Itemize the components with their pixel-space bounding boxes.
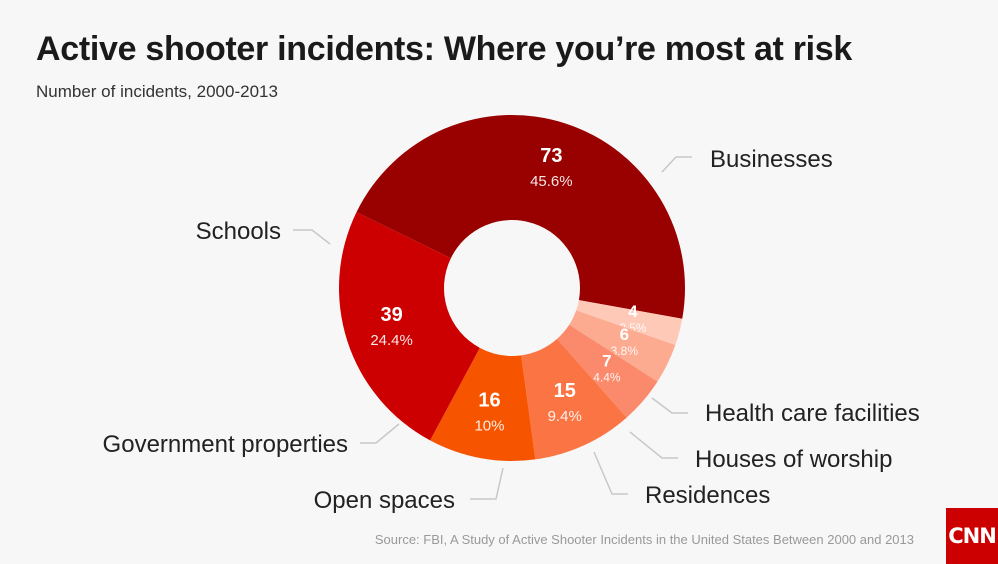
- leader-line-government-properties: [360, 423, 400, 444]
- value-label-government-properties: 16: [478, 389, 500, 411]
- percent-label-businesses: 45.6%: [530, 173, 573, 190]
- cnn-logo: CNN: [946, 508, 998, 564]
- source-note: Source: FBI, A Study of Active Shooter I…: [374, 532, 914, 547]
- value-label-health-care-facilities: 4: [628, 302, 638, 321]
- value-label-houses-of-worship: 6: [620, 325, 629, 344]
- leader-line-houses-of-worship: [629, 431, 678, 459]
- value-label-businesses: 73: [540, 145, 562, 167]
- slice-health-care-facilities: [576, 300, 683, 346]
- slice-government-properties: [430, 347, 536, 461]
- category-label-businesses: Businesses: [710, 146, 833, 173]
- chart-subtitle: Number of incidents, 2000-2013: [36, 82, 278, 101]
- slice-residences: [557, 324, 658, 418]
- value-label-open-spaces: 15: [554, 380, 576, 402]
- chart-title: Active shooter incidents: Where you’re m…: [36, 30, 853, 68]
- value-label-schools: 39: [380, 304, 402, 326]
- category-label-government-properties: Government properties: [103, 431, 348, 458]
- category-label-houses-of-worship: Houses of worship: [695, 446, 892, 473]
- percent-label-houses-of-worship: 3.8%: [611, 344, 639, 358]
- percent-label-government-properties: 10%: [474, 417, 504, 434]
- leader-line-open-spaces: [470, 467, 504, 500]
- leader-line-schools: [293, 229, 331, 245]
- percent-label-open-spaces: 9.4%: [548, 408, 582, 425]
- percent-label-residences: 4.4%: [593, 370, 621, 384]
- slice-houses-of-worship: [569, 310, 676, 382]
- value-label-residences: 7: [602, 351, 611, 370]
- leader-line-health-care-facilities: [651, 397, 688, 414]
- category-label-schools: Schools: [196, 218, 281, 245]
- leader-line-businesses: [661, 156, 692, 173]
- percent-label-schools: 24.4%: [370, 332, 413, 349]
- category-label-health-care-facilities: Health care facilities: [705, 400, 920, 427]
- slice-businesses: [356, 115, 685, 319]
- category-label-residences: Residences: [645, 482, 770, 509]
- leader-line-residences: [593, 451, 628, 495]
- slice-schools: [339, 212, 480, 441]
- category-label-open-spaces: Open spaces: [314, 487, 455, 514]
- slice-open-spaces: [521, 338, 627, 460]
